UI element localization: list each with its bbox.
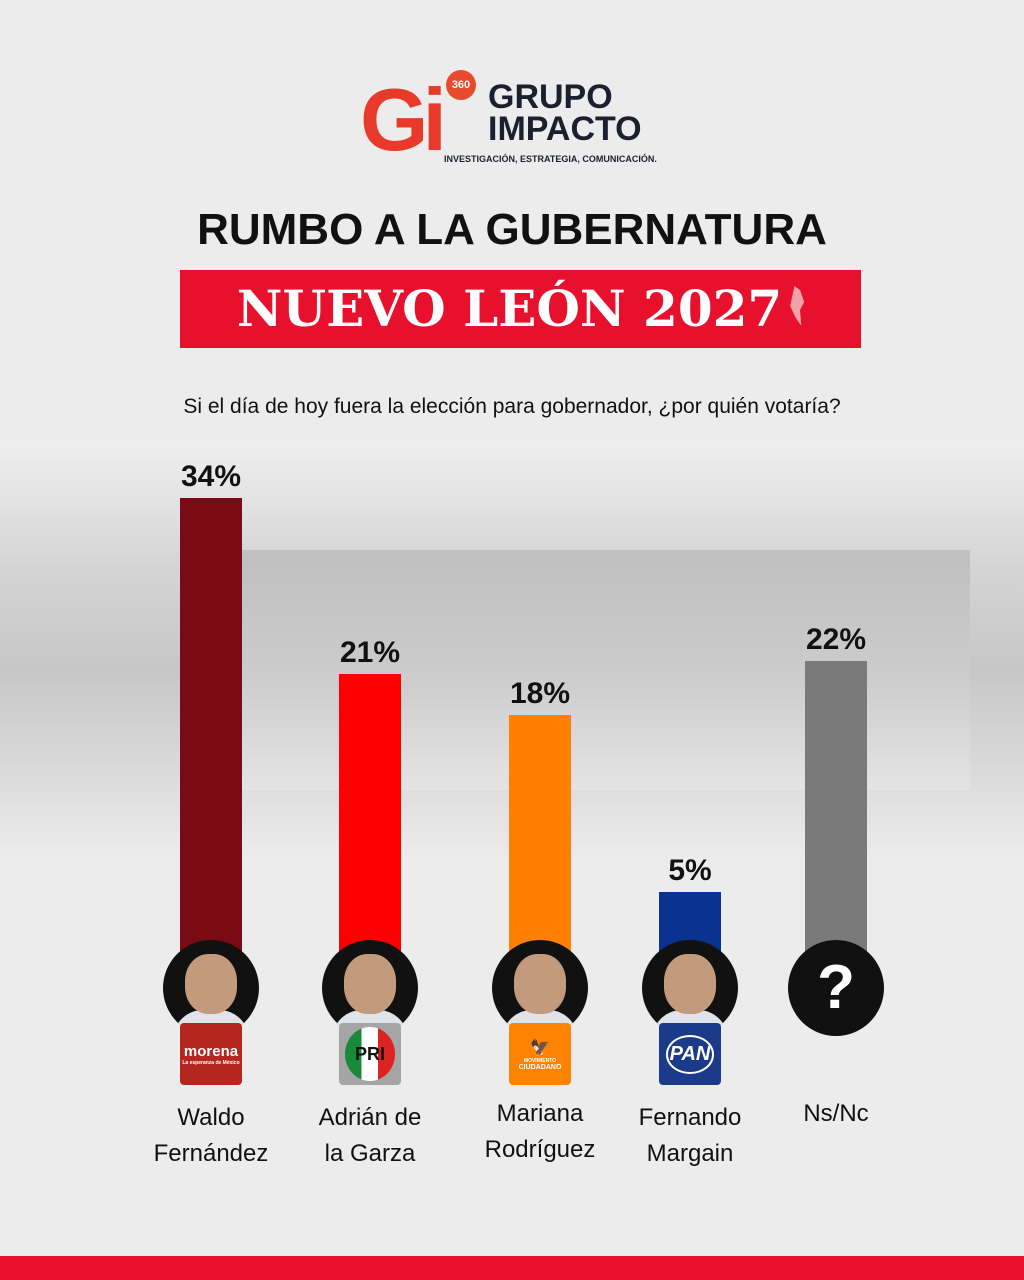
- state-banner: NUEVO LEÓN 2027: [180, 270, 861, 348]
- bar-2: [509, 715, 571, 960]
- banner-text: NUEVO LEÓN 2027: [236, 279, 783, 338]
- party-name: PRI: [345, 1027, 395, 1081]
- name-line2: Fernández: [153, 1140, 269, 1167]
- value-label: 5%: [668, 854, 712, 887]
- candidate-photo: [642, 940, 738, 1036]
- candidate-photo: [322, 940, 418, 1036]
- candidate-photo: [163, 940, 259, 1036]
- movimiento-ciudadano-logo: 🦅 MOVIMIENTO CIUDADANO: [509, 1023, 571, 1085]
- name-line1: Fernando: [638, 1104, 742, 1131]
- name-line1: Adrián de: [318, 1104, 422, 1131]
- party-slogan: La esperanza de México: [182, 1059, 240, 1066]
- value-label: 22%: [805, 622, 867, 656]
- question-mark-icon: ?: [788, 940, 884, 1036]
- bar-4: [805, 660, 867, 960]
- candidate-name: Adrián de la Garza: [290, 1100, 450, 1172]
- unknown-symbol: ?: [817, 953, 855, 1022]
- logo-badge: 360: [446, 70, 476, 100]
- name-line2: Margain: [646, 1140, 734, 1167]
- party-name: morena: [183, 1042, 239, 1060]
- logo-tagline: INVESTIGACIÓN, ESTRATEGIA, COMUNICACIÓN.: [444, 154, 657, 164]
- name-line2: la Garza: [324, 1140, 416, 1167]
- footer-bar: [0, 1256, 1024, 1280]
- party-line2: CIUDADANO: [518, 1063, 562, 1071]
- survey-question: Si el día de hoy fuera la elección para …: [183, 395, 841, 418]
- candidate-name: Ns/Nc: [756, 1096, 916, 1132]
- grupo-impacto-logo: Gi 360 GRUPO IMPACTO INVESTIGACIÓN, ESTR…: [360, 66, 680, 176]
- logo-line1: GRUPO: [488, 78, 613, 116]
- name-line1: Mariana: [496, 1100, 584, 1127]
- name-line1: Ns/Nc: [803, 1100, 869, 1127]
- pan-logo: PAN: [659, 1023, 721, 1085]
- value-label: 34%: [180, 459, 242, 493]
- logo-line2: IMPACTO: [488, 110, 642, 148]
- bar-1: [339, 674, 401, 960]
- party-line1: MOVIMIENTO: [523, 1057, 557, 1064]
- name-line2: Rodríguez: [484, 1136, 596, 1163]
- pri-logo: PRI: [339, 1023, 401, 1085]
- candidate-name: Waldo Fernández: [131, 1100, 291, 1172]
- candidate-name: Mariana Rodríguez: [460, 1096, 620, 1168]
- page-title: RUMBO A LA GUBERNATURA: [197, 205, 827, 254]
- morena-logo: morena La esperanza de México: [180, 1023, 242, 1085]
- nuevo-leon-map-icon: [790, 286, 805, 326]
- candidate-photo: [492, 940, 588, 1036]
- logo-mark: Gi: [360, 70, 447, 169]
- party-name: PAN: [665, 1034, 715, 1074]
- value-label: 21%: [339, 636, 401, 670]
- candidate-name: Fernando Margain: [610, 1100, 770, 1172]
- bar-0: [180, 497, 242, 960]
- value-label: 18%: [509, 677, 571, 711]
- name-line1: Waldo: [177, 1104, 245, 1131]
